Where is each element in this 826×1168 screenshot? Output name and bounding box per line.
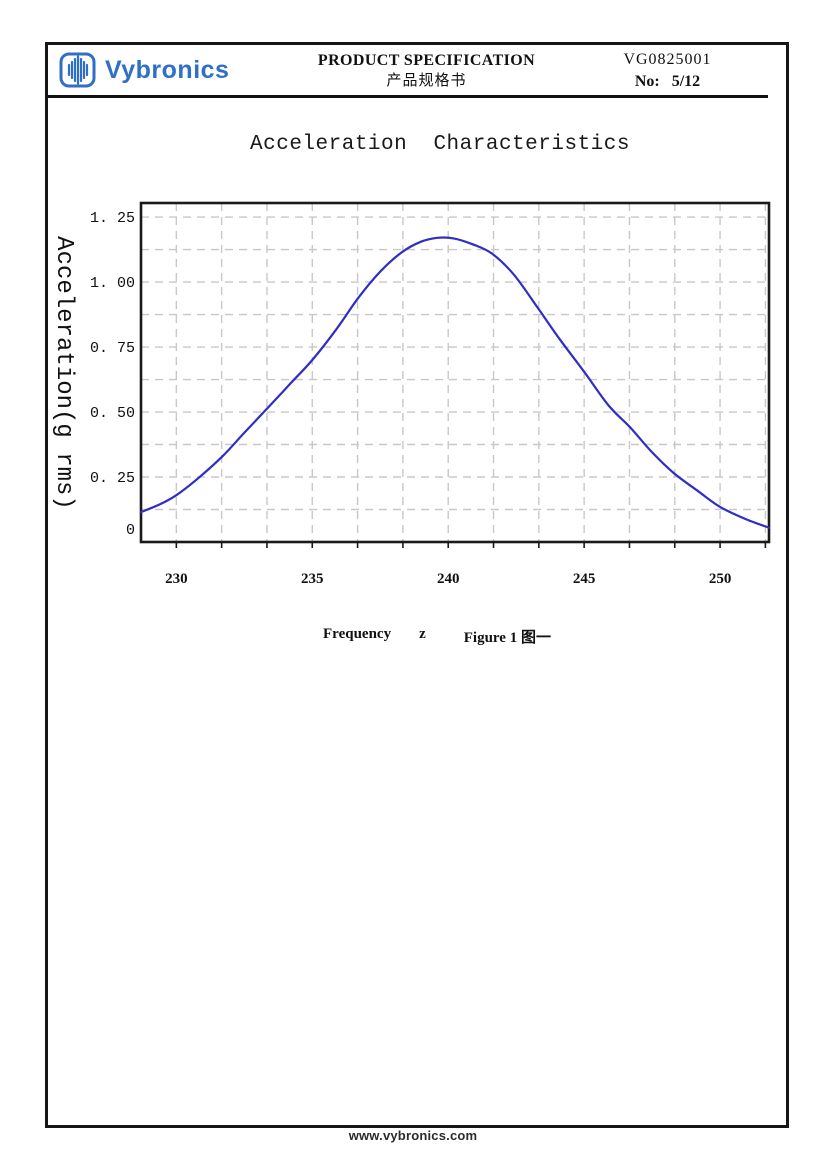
page-number-label: No: [634,73,660,90]
document-header: Vybronics PRODUCT SPECIFICATION 产品规格书 VG… [48,45,780,95]
x-tick-label: 245 [573,571,596,587]
acceleration-chart: 230 235 240 245 250 0 0. 25 0. 50 0. 75 1. 00 1. 2… [50,201,771,587]
figure-caption: Frequency z Figure 1 图一 [68,626,806,647]
page-number-value: 5/12 [671,73,701,90]
x-axis-unit: z [419,626,426,642]
x-tick-label: 235 [301,571,324,587]
header-title-en: PRODUCT SPECIFICATION [317,52,536,69]
y-tick-label: 1. 00 [90,275,135,292]
y-tick-label: 0 [126,522,135,539]
section-title: Acceleration Characteristics [250,133,630,156]
waveform-icon [59,52,96,88]
header-title-block: PRODUCT SPECIFICATION 产品规格书 [298,48,555,92]
page-number: No: 5/12 [555,71,780,93]
brand-name: Vybronics [105,55,230,84]
header-divider [48,95,768,98]
y-axis-title: Acceleration(g rms) [50,236,77,510]
acceleration-curve [139,236,771,529]
y-tick-label: 0. 25 [90,470,135,487]
x-tick-label: 250 [709,571,732,587]
header-title-zh: 产品规格书 [386,73,467,89]
plot-border [139,201,771,544]
x-axis-caption: Frequency [323,626,392,642]
x-tick-label: 240 [437,571,460,587]
figure-number: Figure 1 图一 [463,630,551,646]
y-tick-label: 0. 75 [90,340,135,357]
vybronics-logo: Vybronics [48,50,298,90]
y-tick-label: 0. 50 [90,405,135,422]
x-tick-label: 230 [165,571,188,587]
header-doc-info: VG0825001 No: 5/12 [555,47,780,93]
page-border-frame: Vybronics PRODUCT SPECIFICATION 产品规格书 VG… [45,42,789,1128]
footer-url: www.vybronics.com [348,1128,478,1143]
y-tick-label: 1. 25 [90,210,135,227]
doc-code: VG0825001 [623,51,712,68]
